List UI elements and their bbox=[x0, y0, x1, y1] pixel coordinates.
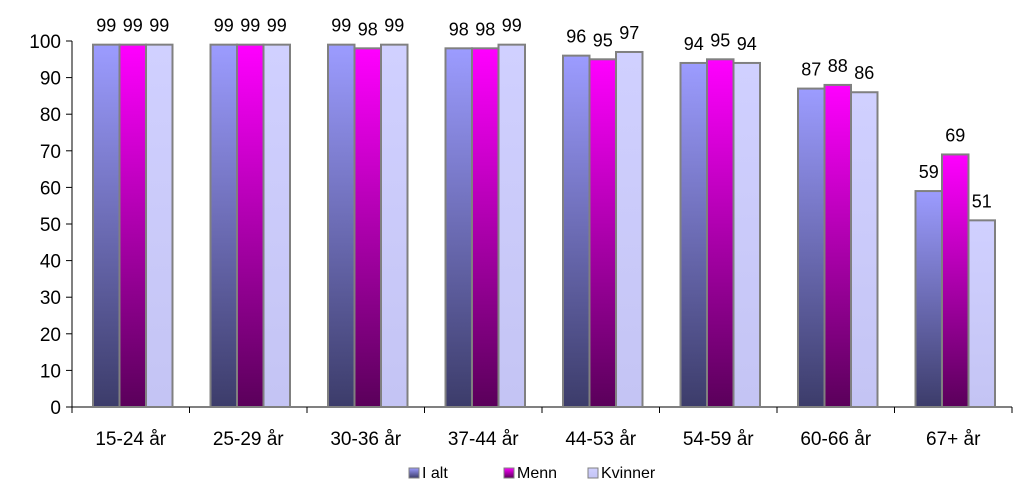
bar bbox=[327, 43, 356, 408]
data-label: 98 bbox=[449, 19, 469, 39]
bar bbox=[914, 190, 943, 408]
category-label: 30-36 år bbox=[330, 429, 401, 450]
data-label: 86 bbox=[854, 63, 874, 83]
data-label: 98 bbox=[475, 19, 495, 39]
legend-swatch bbox=[503, 467, 515, 479]
bar bbox=[562, 54, 591, 408]
data-label: 99 bbox=[214, 16, 234, 36]
category-label: 37-44 år bbox=[448, 429, 519, 450]
y-tick-label: 20 bbox=[40, 325, 61, 346]
category-label: 67+ år bbox=[926, 429, 981, 450]
category-label: 44-53 år bbox=[565, 429, 636, 450]
data-label: 99 bbox=[149, 16, 169, 36]
legend-label: Kvinner bbox=[601, 465, 656, 479]
data-label: 99 bbox=[267, 16, 287, 36]
data-label: 99 bbox=[240, 16, 260, 36]
data-label: 51 bbox=[972, 191, 992, 211]
y-tick-label: 60 bbox=[40, 178, 61, 199]
data-label: 98 bbox=[358, 19, 378, 39]
bar bbox=[732, 61, 761, 409]
bar bbox=[615, 50, 644, 408]
bar bbox=[679, 61, 708, 409]
bar bbox=[353, 47, 382, 408]
category-label: 15-24 år bbox=[95, 429, 166, 450]
bar bbox=[797, 87, 826, 409]
bar bbox=[497, 43, 526, 408]
data-label: 95 bbox=[593, 30, 613, 50]
y-tick-label: 10 bbox=[40, 361, 61, 382]
bar bbox=[706, 58, 735, 409]
data-label: 88 bbox=[828, 56, 848, 76]
data-label: 99 bbox=[331, 16, 351, 36]
category-label: 54-59 år bbox=[683, 429, 754, 450]
data-label: 69 bbox=[945, 125, 965, 145]
y-tick-label: 70 bbox=[40, 142, 61, 163]
data-label: 96 bbox=[566, 27, 586, 47]
bar bbox=[850, 91, 879, 409]
data-label: 95 bbox=[710, 30, 730, 50]
data-labels: 99 99 99 99 99 99 99 98 99 98 98 99 96 95 97 94 95 94 87 88… bbox=[96, 16, 992, 212]
legend-swatch bbox=[587, 467, 599, 479]
bar bbox=[236, 43, 265, 408]
category-label: 60-66 år bbox=[800, 429, 871, 450]
y-tick-label: 0 bbox=[50, 398, 61, 419]
bar bbox=[967, 219, 996, 408]
y-tick-label: 30 bbox=[40, 288, 61, 309]
category-label: 25-29 år bbox=[213, 429, 284, 450]
legend-label: Menn bbox=[517, 465, 557, 479]
x-axis: 15-24 år 25-29 år 30-36 år 37-44 år 44-53 år… bbox=[71, 406, 1013, 450]
bar bbox=[823, 83, 852, 408]
bars bbox=[92, 43, 996, 409]
data-label: 94 bbox=[737, 34, 757, 54]
data-label: 99 bbox=[96, 16, 116, 36]
legend-label: I alt bbox=[422, 465, 448, 479]
bar bbox=[92, 43, 121, 408]
bar bbox=[471, 47, 500, 408]
y-tick-label: 80 bbox=[40, 105, 61, 126]
bar bbox=[145, 43, 174, 408]
data-label: 94 bbox=[684, 34, 704, 54]
data-label: 59 bbox=[919, 162, 939, 182]
bar bbox=[118, 43, 147, 408]
y-tick-label: 90 bbox=[40, 69, 61, 90]
bar bbox=[588, 58, 617, 409]
legend-swatch bbox=[408, 467, 420, 479]
data-label: 99 bbox=[502, 16, 522, 36]
y-axis: 0 10 20 30 40 50 60 70 80 90 100 bbox=[29, 32, 73, 419]
legend: I alt Menn Kvinner bbox=[408, 465, 656, 479]
y-tick-label: 100 bbox=[29, 32, 61, 53]
bar bbox=[941, 153, 970, 408]
bar bbox=[380, 43, 409, 408]
data-label: 99 bbox=[123, 16, 143, 36]
data-label: 97 bbox=[619, 23, 639, 43]
bar bbox=[209, 43, 238, 408]
y-tick-label: 50 bbox=[40, 215, 61, 236]
data-label: 87 bbox=[801, 60, 821, 80]
bar bbox=[444, 47, 473, 408]
data-label: 99 bbox=[384, 16, 404, 36]
bar bbox=[262, 43, 291, 408]
y-tick-label: 40 bbox=[40, 252, 61, 273]
